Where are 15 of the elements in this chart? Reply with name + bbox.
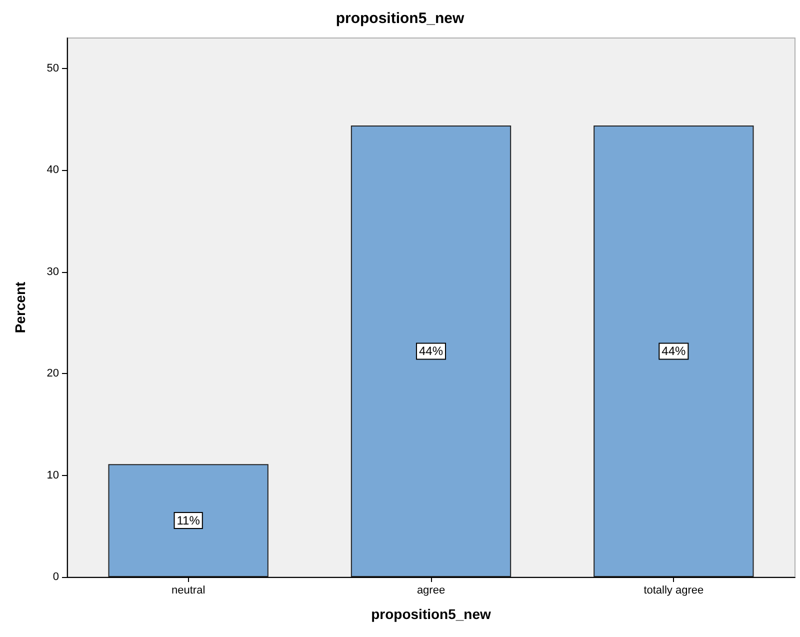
data-label: 11% xyxy=(176,514,200,528)
y-axis-title: Percent xyxy=(12,281,28,334)
y-tick-label: 30 xyxy=(46,266,59,278)
y-tick-label: 20 xyxy=(46,368,59,380)
data-label: 44% xyxy=(662,344,686,358)
data-label: 44% xyxy=(418,344,444,358)
x-tick-label: agree xyxy=(416,584,446,596)
x-tick-label: totally agree xyxy=(644,584,704,596)
y-tick-label: 40 xyxy=(46,164,59,176)
y-tick-label: 0 xyxy=(52,571,59,583)
y-tick-label: 10 xyxy=(46,469,59,482)
y-tick-label: 50 xyxy=(46,62,59,75)
x-axis-title: proposition5_new xyxy=(371,606,491,622)
x-tick-label: neutral xyxy=(172,584,206,596)
chart-title: proposition5_new xyxy=(336,10,465,27)
